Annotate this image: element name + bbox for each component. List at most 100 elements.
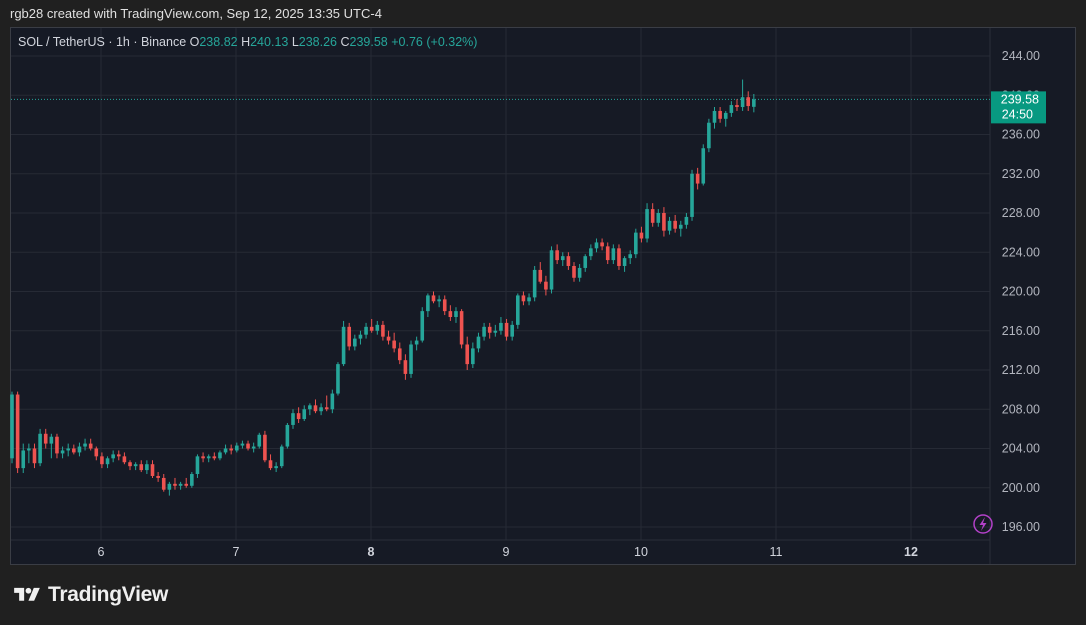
candle-body-down[interactable]	[650, 209, 655, 223]
candle-body-up[interactable]	[690, 173, 694, 217]
candle-body-down[interactable]	[184, 483, 189, 486]
candle-body-up[interactable]	[105, 458, 110, 465]
candle-body-up[interactable]	[358, 334, 363, 339]
candle-body-up[interactable]	[285, 424, 290, 447]
candle-body-up[interactable]	[341, 326, 346, 365]
candle-body-up[interactable]	[527, 297, 531, 302]
candle-body-down[interactable]	[128, 462, 132, 467]
candle-body-up[interactable]	[628, 254, 632, 259]
candle-body-up[interactable]	[454, 311, 458, 318]
candle-body-down[interactable]	[296, 413, 301, 420]
candle-body-down[interactable]	[544, 281, 548, 290]
candle-body-up[interactable]	[583, 256, 588, 268]
candle-body-up[interactable]	[645, 209, 649, 239]
candle-body-up[interactable]	[752, 99, 756, 107]
candle-body-up[interactable]	[589, 248, 593, 257]
candle-body-down[interactable]	[88, 443, 93, 449]
candle-body-up[interactable]	[66, 448, 70, 451]
candle-body-up[interactable]	[302, 409, 307, 420]
candle-body-up[interactable]	[712, 110, 717, 123]
candle-body-up[interactable]	[409, 344, 413, 374]
candle-body-down[interactable]	[504, 322, 509, 337]
candle-body-down[interactable]	[313, 405, 318, 412]
candle-body-up[interactable]	[206, 456, 211, 459]
candle-body-down[interactable]	[15, 394, 20, 469]
candle-body-up[interactable]	[678, 224, 683, 229]
candle-body-down[interactable]	[617, 248, 621, 266]
candle-body-down[interactable]	[600, 242, 604, 247]
candle-body-up[interactable]	[178, 483, 183, 486]
candle-body-down[interactable]	[386, 336, 391, 341]
candle-body-up[interactable]	[723, 112, 728, 119]
candle-body-up[interactable]	[364, 326, 368, 335]
candle-body-up[interactable]	[38, 433, 42, 464]
candle-body-down[interactable]	[392, 340, 396, 349]
candle-body-up[interactable]	[684, 216, 689, 225]
tradingview-logo[interactable]: TradingView	[12, 583, 168, 607]
last-price-tag[interactable]	[991, 91, 1046, 124]
candle-body-down[interactable]	[566, 256, 571, 266]
candle-body-down[interactable]	[43, 433, 48, 444]
candle-body-up[interactable]	[235, 445, 239, 451]
candle-body-down[interactable]	[201, 456, 205, 459]
candle-body-up[interactable]	[353, 338, 357, 347]
candle-body-up[interactable]	[223, 448, 228, 453]
candle-body-down[interactable]	[605, 246, 610, 261]
candle-body-up[interactable]	[594, 242, 599, 249]
candle-body-down[interactable]	[442, 299, 447, 312]
candle-body-up[interactable]	[634, 232, 638, 255]
candle-body-up[interactable]	[611, 248, 616, 261]
candle-body-up[interactable]	[111, 454, 115, 459]
candle-body-up[interactable]	[549, 250, 554, 290]
candle-body-down[interactable]	[212, 456, 217, 459]
candle-body-down[interactable]	[538, 269, 543, 282]
candle-body-down[interactable]	[746, 97, 751, 107]
candle-body-up[interactable]	[471, 348, 475, 365]
candle-body-up[interactable]	[493, 330, 498, 333]
candle-body-up[interactable]	[195, 456, 200, 475]
candle-body-up[interactable]	[510, 324, 514, 337]
candle-body-down[interactable]	[150, 464, 155, 476]
candle-body-down[interactable]	[268, 460, 273, 469]
candle-body-up[interactable]	[729, 105, 734, 113]
candle-body-down[interactable]	[122, 456, 127, 463]
candle-body-up[interactable]	[330, 393, 335, 410]
candle-body-up[interactable]	[240, 443, 245, 446]
lightning-icon[interactable]	[973, 514, 993, 534]
candle-body-down[interactable]	[94, 448, 99, 457]
candle-body-down[interactable]	[369, 326, 374, 331]
candle-body-up[interactable]	[77, 446, 82, 453]
candle-body-up[interactable]	[437, 299, 441, 302]
candle-body-up[interactable]	[414, 340, 419, 345]
candle-body-up[interactable]	[319, 407, 323, 412]
candle-body-up[interactable]	[701, 148, 706, 184]
candle-body-up[interactable]	[21, 450, 26, 469]
candle-body-down[interactable]	[448, 311, 453, 318]
candle-body-up[interactable]	[10, 394, 14, 459]
candle-body-down[interactable]	[673, 220, 677, 229]
candle-body-up[interactable]	[279, 446, 284, 467]
candle-body-up[interactable]	[516, 295, 520, 325]
candle-body-down[interactable]	[161, 477, 166, 490]
candle-body-down[interactable]	[465, 344, 470, 365]
candle-body-up[interactable]	[274, 466, 278, 469]
candle-body-up[interactable]	[145, 464, 149, 471]
candle-body-up[interactable]	[336, 364, 340, 394]
candle-body-down[interactable]	[72, 448, 76, 453]
candle-body-down[interactable]	[487, 326, 492, 333]
candle-body-down[interactable]	[100, 456, 104, 465]
candle-body-up[interactable]	[622, 258, 627, 266]
candle-body-up[interactable]	[308, 405, 312, 410]
chart-panel[interactable]	[10, 27, 1076, 565]
candle-body-up[interactable]	[251, 446, 256, 449]
candle-body-down[interactable]	[116, 454, 121, 457]
symbol-label[interactable]: SOL / TetherUS · 1h · Binance	[18, 35, 187, 49]
candle-body-up[interactable]	[560, 256, 565, 261]
candle-body-up[interactable]	[532, 269, 537, 298]
candle-body-down[interactable]	[246, 443, 250, 449]
candle-body-down[interactable]	[695, 173, 700, 184]
candle-body-down[interactable]	[431, 295, 436, 302]
candle-body-up[interactable]	[482, 326, 486, 337]
candle-body-down[interactable]	[55, 436, 59, 454]
